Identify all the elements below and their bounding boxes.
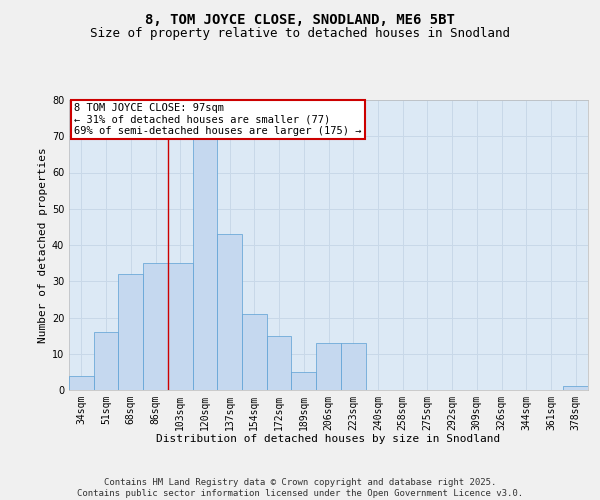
Bar	[292, 372, 316, 390]
Bar	[168, 263, 193, 390]
Y-axis label: Number of detached properties: Number of detached properties	[38, 147, 47, 343]
Bar	[316, 343, 341, 390]
Text: 8, TOM JOYCE CLOSE, SNODLAND, ME6 5BT: 8, TOM JOYCE CLOSE, SNODLAND, ME6 5BT	[145, 12, 455, 26]
Bar	[193, 136, 217, 390]
Bar	[69, 376, 94, 390]
Bar	[217, 234, 242, 390]
Bar	[563, 386, 588, 390]
Bar	[341, 343, 365, 390]
X-axis label: Distribution of detached houses by size in Snodland: Distribution of detached houses by size …	[157, 434, 500, 444]
Bar	[118, 274, 143, 390]
Bar	[143, 263, 168, 390]
Bar	[267, 336, 292, 390]
Text: Size of property relative to detached houses in Snodland: Size of property relative to detached ho…	[90, 28, 510, 40]
Bar	[94, 332, 118, 390]
Text: 8 TOM JOYCE CLOSE: 97sqm
← 31% of detached houses are smaller (77)
69% of semi-d: 8 TOM JOYCE CLOSE: 97sqm ← 31% of detach…	[74, 103, 362, 136]
Text: Contains HM Land Registry data © Crown copyright and database right 2025.
Contai: Contains HM Land Registry data © Crown c…	[77, 478, 523, 498]
Bar	[242, 314, 267, 390]
